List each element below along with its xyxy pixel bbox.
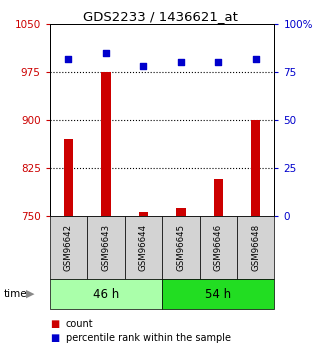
Point [141,63,146,69]
Text: GDS2233 / 1436621_at: GDS2233 / 1436621_at [83,10,238,23]
Bar [176,208,186,216]
Text: GSM96644: GSM96644 [139,224,148,271]
Bar [64,139,73,216]
Point [66,56,71,61]
Text: ■: ■ [50,319,59,329]
Text: count: count [66,319,93,329]
Text: ■: ■ [50,333,59,343]
Text: GSM96646: GSM96646 [214,224,223,271]
Text: GSM96643: GSM96643 [101,224,110,271]
Bar [213,179,223,216]
Point [216,60,221,65]
Text: time: time [3,289,27,299]
Point [253,56,258,61]
Text: GSM96648: GSM96648 [251,224,260,271]
Point [178,60,183,65]
Bar [101,72,111,216]
Text: GSM96645: GSM96645 [176,224,185,271]
Text: 46 h: 46 h [93,288,119,300]
Text: ▶: ▶ [26,289,35,299]
Text: 54 h: 54 h [205,288,231,300]
Bar [139,213,148,216]
Point [103,50,108,56]
Text: percentile rank within the sample: percentile rank within the sample [66,333,231,343]
Bar [251,120,260,216]
Text: GSM96642: GSM96642 [64,224,73,271]
